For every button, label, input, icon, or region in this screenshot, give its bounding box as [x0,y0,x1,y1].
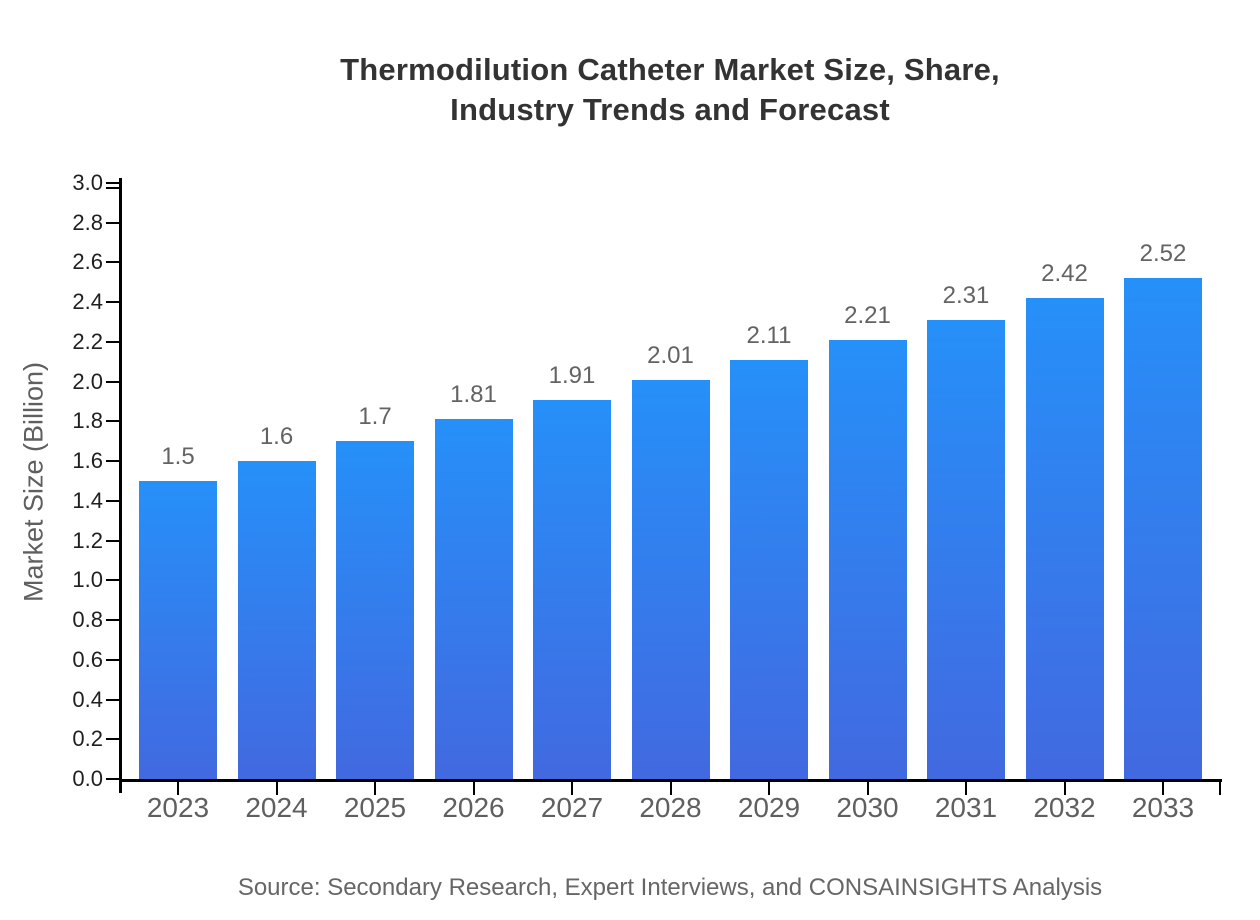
y-tick-label: 2.6 [72,249,103,275]
y-tick [106,619,120,622]
y-tick-label: 0.0 [72,766,103,791]
x-tick-label: 2026 [442,792,505,823]
x-tick-label: 2032 [1033,792,1096,823]
y-tick-label: 0.6 [72,646,103,672]
y-tick [106,658,120,661]
x-tick-label: 2025 [343,792,407,823]
y-tick [106,738,120,741]
y-tick [106,380,120,383]
x-tick [1063,782,1066,795]
y-tick [106,698,120,701]
x-tick [768,782,770,795]
x-tick-label: 2029 [737,792,801,823]
y-axis-title: Market Size (Billion) [18,361,49,603]
bar-value-label: 2.11 [746,321,792,349]
bar [1124,278,1202,779]
y-tick [106,499,120,502]
y-tick-label: 1.0 [72,567,103,593]
x-tick-label: 2024 [245,792,308,823]
x-tick [571,782,573,795]
y-tick [106,420,120,423]
y-tick [106,301,120,304]
x-axis-line [119,779,1222,782]
bar-value-label: 2.01 [647,341,694,369]
y-tick [106,182,120,184]
chart-title-line-2: Industry Trends and Forecast [450,92,890,127]
x-tick-label: 2027 [540,792,604,823]
x-tick-label: 2028 [639,792,702,823]
bar-value-label: 2.52 [1139,240,1187,268]
y-tick-label: 2.8 [72,209,103,235]
bar-value-label: 2.42 [1041,260,1088,288]
x-tick [965,782,967,795]
y-tick-label: 1.2 [72,527,103,553]
x-tick-label: 2023 [146,792,210,823]
x-tick-label: 2031 [934,792,998,823]
x-tick-label: 2033 [1131,792,1195,823]
y-axis-end-cap [106,187,120,189]
x-tick [669,782,672,795]
x-tick [374,782,376,795]
x-tick [472,782,475,795]
y-tick [106,261,120,264]
bar-value-label: 1.5 [161,443,195,470]
bar [533,399,611,779]
bar [139,481,217,779]
y-tick [106,221,120,224]
y-tick-label: 3.0 [72,170,103,195]
y-tick-label: 2.0 [72,368,103,394]
bar-value-label: 1.91 [548,361,596,389]
y-tick-label: 0.2 [72,726,103,752]
bar [927,320,1005,779]
y-tick-label: 2.2 [72,328,103,354]
bar [631,379,710,779]
x-tick [177,782,179,795]
bar [237,461,316,779]
x-axis-end-cap [1219,782,1221,795]
chart-title: Thermodilution Catheter Market Size, Sha… [80,50,1260,130]
y-tick [106,340,120,343]
bar [730,359,808,779]
y-tick [106,539,120,542]
y-tick-label: 1.8 [72,408,103,434]
bar-value-label: 2.31 [942,282,990,310]
bar [1025,298,1104,779]
x-tick [866,782,869,795]
bar-value-label: 1.81 [450,381,497,409]
y-tick-label: 1.6 [72,448,103,474]
y-tick [106,460,120,463]
x-tick-label: 2030 [836,792,899,823]
bar [434,419,513,779]
bar [828,339,907,779]
y-tick-label: 1.4 [72,487,103,513]
x-tick [275,782,278,795]
y-tick [106,778,120,780]
bar-value-label: 2.21 [844,301,891,329]
bar-value-label: 1.6 [259,423,294,451]
bar-value-label: 1.7 [358,403,392,431]
y-tick-label: 0.8 [72,607,103,633]
chart-title-line-1: Thermodilution Catheter Market Size, Sha… [340,52,1000,87]
y-tick-label: 2.4 [72,289,103,315]
y-tick [106,579,120,582]
y-tick-label: 0.4 [72,686,103,712]
bar [336,441,414,779]
y-axis-line [119,178,122,793]
x-tick [1162,782,1164,795]
source-note: Source: Secondary Research, Expert Inter… [237,874,1103,901]
